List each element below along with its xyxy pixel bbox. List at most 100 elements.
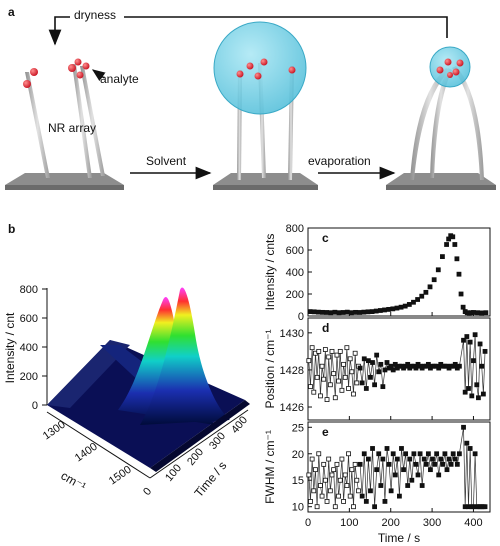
- data-point: [324, 499, 330, 504]
- data-point: [384, 446, 390, 451]
- b-z-tick-label: 600: [20, 313, 38, 325]
- data-point: [438, 456, 444, 462]
- data-point: [479, 310, 485, 316]
- data-point: [464, 334, 470, 339]
- data-point: [329, 348, 335, 354]
- data-point: [369, 309, 375, 315]
- data-point: [390, 306, 396, 312]
- data-point: [386, 461, 392, 467]
- analyte-molecule: [23, 80, 31, 88]
- data-point: [337, 348, 343, 354]
- data-point: [368, 374, 373, 380]
- data-point: [359, 380, 365, 386]
- substrate-1-edge: [5, 185, 124, 190]
- data-point: [327, 488, 333, 494]
- data-point: [306, 358, 312, 364]
- analyte-molecule: [452, 68, 460, 76]
- analyte-molecule: [456, 59, 464, 67]
- data-point: [336, 493, 342, 499]
- bent-nanorod: [410, 68, 450, 180]
- dryness-return-arrow: [48, 16, 448, 46]
- data-point: [411, 451, 417, 457]
- data-point: [344, 345, 350, 351]
- data-point: [467, 446, 473, 451]
- y-tick-label: 25: [292, 422, 304, 434]
- y-tick-label: 1428: [280, 365, 304, 377]
- data-point: [394, 456, 400, 462]
- stage-3-collapsed-array: [386, 46, 496, 190]
- data-point: [398, 304, 404, 310]
- data-point: [319, 363, 325, 369]
- analyte-molecule: [254, 72, 262, 80]
- data-point: [471, 310, 476, 315]
- data-point: [341, 499, 346, 504]
- substrate-3: [386, 173, 496, 185]
- data-point: [390, 367, 396, 373]
- series-line: [308, 453, 359, 507]
- data-point: [307, 309, 313, 315]
- data-point: [406, 302, 412, 307]
- data-point: [430, 456, 435, 462]
- b-z-tick-label: 400: [20, 342, 38, 354]
- panel-b-label: b: [8, 222, 15, 236]
- data-point: [425, 451, 431, 457]
- data-point: [427, 284, 433, 290]
- nr-array-label: NR array: [48, 121, 96, 135]
- analyte-molecule: [260, 58, 268, 66]
- b-z-axis-label: Intensity / cnt: [3, 312, 17, 383]
- data-point: [368, 488, 373, 494]
- data-point: [374, 352, 380, 358]
- data-point: [331, 371, 337, 377]
- data-point: [354, 380, 360, 386]
- data-point: [401, 467, 406, 473]
- analyte-molecule: [246, 62, 254, 70]
- data-point: [308, 499, 313, 504]
- y-axis-label: Intensity / cnts: [263, 234, 277, 311]
- data-point: [417, 451, 423, 457]
- data-point: [332, 395, 338, 401]
- data-point: [349, 369, 355, 375]
- data-point: [419, 483, 425, 488]
- analyte-molecule: [444, 58, 452, 66]
- b-y-tick-label: 400: [229, 414, 250, 436]
- b-peak-right: [140, 287, 230, 425]
- data-point: [477, 341, 483, 347]
- b-y-axis: [149, 409, 249, 479]
- data-point: [446, 456, 452, 462]
- y-tick-label: 600: [286, 245, 304, 257]
- panel-c-intensity-vs-time: c 0 200 400 600 800 Intensity / cnts: [263, 223, 491, 323]
- data-point: [347, 356, 353, 362]
- analyte-label: analyte: [100, 72, 139, 86]
- shrinking-droplet: [429, 46, 471, 88]
- panel-label: e: [322, 425, 329, 439]
- data-point: [376, 451, 382, 457]
- data-point: [341, 361, 346, 367]
- data-point: [363, 386, 369, 391]
- data-point: [380, 384, 386, 390]
- data-point: [444, 242, 449, 247]
- data-point: [372, 382, 377, 388]
- data-point: [464, 440, 470, 446]
- data-point: [326, 456, 332, 462]
- data-point: [315, 309, 321, 315]
- y-tick-label: 200: [286, 289, 304, 301]
- data-point: [462, 389, 468, 395]
- data-point: [407, 456, 413, 462]
- data-point: [342, 472, 348, 478]
- data-point: [324, 397, 330, 403]
- data-point: [339, 387, 345, 393]
- data-point: [322, 347, 328, 352]
- data-point: [309, 345, 315, 351]
- data-point: [349, 310, 354, 316]
- y-tick-label: 400: [286, 267, 304, 279]
- data-point: [327, 382, 333, 388]
- data-point: [329, 472, 335, 478]
- data-point: [448, 461, 454, 467]
- data-point: [344, 309, 350, 315]
- data-point: [456, 363, 462, 369]
- data-point: [415, 297, 421, 302]
- x-tick-label: 300: [423, 517, 441, 529]
- panel-b-3d-surface: b 0 200 400 600 800 Intensity / cnt 1300…: [3, 222, 250, 500]
